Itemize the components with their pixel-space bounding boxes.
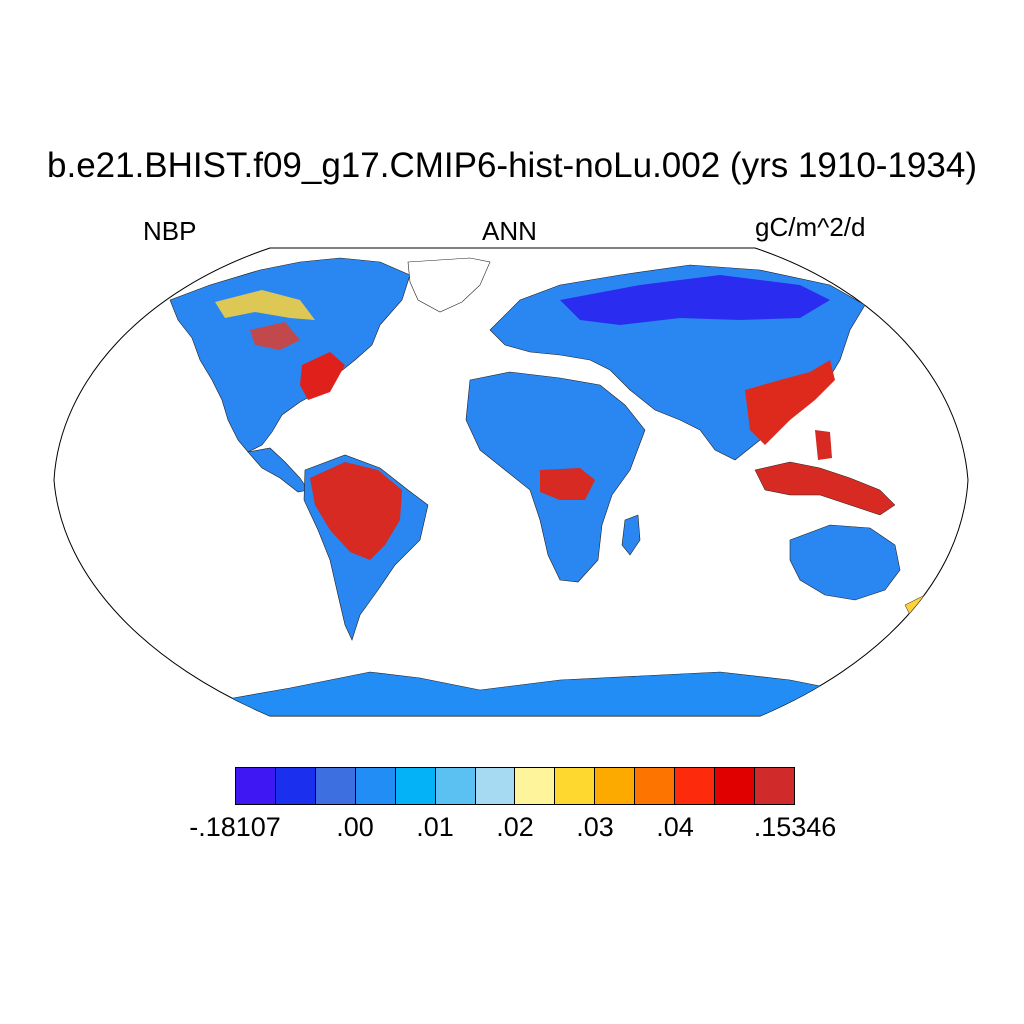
philippines-red [815, 430, 832, 460]
season-label: ANN [482, 216, 537, 246]
colorbar-box [475, 768, 516, 804]
east-asia-red [745, 360, 835, 445]
colorbar-tick-label: .15346 [753, 812, 837, 842]
central-africa-red [540, 468, 595, 500]
colorbar-box [275, 768, 316, 804]
colorbar-box [236, 768, 276, 804]
north-america-band-yellow [215, 290, 315, 320]
colorbar [235, 767, 795, 805]
greenland-land [407, 257, 491, 313]
colorbar-box [635, 768, 676, 804]
colorbar-box [715, 768, 755, 804]
colorbar-box [435, 768, 476, 804]
colorbar-box [315, 768, 356, 804]
plot-title: b.e21.BHIST.f09_g17.CMIP6-hist-noLu.002 … [47, 146, 977, 185]
colorbar-box [355, 768, 396, 804]
north-america-east-red [300, 352, 345, 400]
antarctica-land [221, 671, 841, 716]
siberia-dark-blue [560, 275, 830, 325]
colorbar-box [754, 768, 794, 804]
colorbar-tick-label: -.18107 [189, 812, 281, 842]
colorbar-tick-label: .02 [496, 812, 534, 842]
colorbar-box [675, 768, 716, 804]
australia-land [789, 524, 901, 601]
madagascar-land [621, 514, 641, 556]
colorbar-tick-label: .01 [416, 812, 454, 842]
colorbar-tick-label: .00 [336, 812, 374, 842]
colorbar-tick-label: .04 [656, 812, 694, 842]
north-america-band-red [250, 322, 300, 350]
colorbar-box [555, 768, 596, 804]
colorbar-box [515, 768, 556, 804]
variable-label: NBP [143, 216, 197, 246]
units-label: gC/m^2/d [755, 212, 866, 242]
maritime-se-asia-red [754, 461, 896, 516]
colorbar-tick-label: .03 [576, 812, 614, 842]
amazon-red [310, 462, 402, 560]
colorbar-box [395, 768, 436, 804]
colorbar-box [595, 768, 636, 804]
